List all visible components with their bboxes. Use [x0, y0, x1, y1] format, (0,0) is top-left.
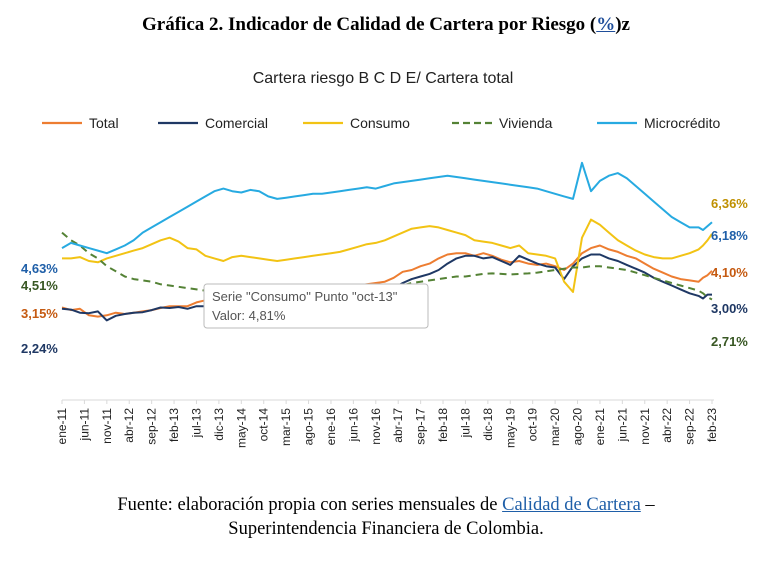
x-tick-label: nov-21 — [638, 408, 652, 445]
x-tick-label: may-19 — [503, 408, 517, 448]
end-label-comercial: 3,00% — [711, 301, 748, 316]
footer-link[interactable]: Calidad de Cartera — [502, 495, 641, 515]
x-tick-label: ene-11 — [55, 408, 69, 445]
x-tick-label: dic-18 — [481, 408, 495, 441]
end-label-vivienda: 2,71% — [711, 334, 748, 349]
chart-legend: Total Comercial Consumo Vivienda Microcrédit… — [42, 115, 720, 131]
x-tick-label: abr-12 — [122, 408, 136, 443]
source-footer: Fuente: elaboración propia con series me… — [0, 493, 772, 541]
tooltip: Serie "Consumo" Punto "oct-13" Valor: 4,… — [203, 283, 429, 329]
start-label-microcredito: 4,63% — [21, 261, 58, 276]
legend-label-vivienda: Vivienda — [499, 115, 553, 131]
x-tick-label: jun-16 — [346, 408, 360, 443]
chart-title: Cartera riesgo B C D E/ Cartera total — [253, 70, 514, 87]
end-label-microcredito: 6,18% — [711, 228, 748, 243]
end-label-total: 4,10% — [711, 265, 748, 280]
x-tick-label: abr-17 — [391, 408, 405, 443]
x-tick-label: abr-22 — [660, 408, 674, 443]
series-line-consumo[interactable] — [62, 218, 713, 293]
start-label-comercial: 2,24% — [21, 341, 58, 356]
x-tick-label: sep-17 — [414, 408, 428, 445]
footer-suffix: – — [640, 495, 655, 515]
x-tick-label: feb-23 — [705, 408, 719, 442]
x-tick-label: ago-20 — [571, 408, 585, 446]
x-tick-label: oct-19 — [526, 408, 540, 442]
legend-label-comercial: Comercial — [205, 115, 268, 131]
end-label-consumo: 6,36% — [711, 196, 748, 211]
x-tick-label: ene-16 — [324, 408, 338, 446]
x-tick-label: feb-18 — [436, 408, 450, 442]
legend-label-total: Total — [89, 115, 119, 131]
x-tick-label: mar-15 — [279, 408, 293, 446]
x-tick-label: mar-20 — [548, 408, 562, 446]
legend-label-microcredito: Microcrédito — [644, 115, 720, 131]
tooltip-line1: Serie "Consumo" Punto "oct-13" — [212, 289, 398, 304]
x-tick-label: nov-16 — [369, 408, 383, 445]
x-tick-label: oct-14 — [257, 408, 271, 442]
heading-suffix: )z — [615, 14, 630, 35]
footer-line1: Fuente: elaboración propia con series me… — [0, 493, 772, 517]
heading-link[interactable]: % — [596, 14, 616, 35]
line-chart: Cartera riesgo B C D E/ Cartera total To… — [21, 70, 748, 448]
end-value-labels: 4,63% 4,51% 3,15% 2,24% 6,36% 6,18% 4,10% 3,00%… — [21, 196, 748, 356]
x-tick-label: jul-13 — [189, 408, 203, 439]
series-line-microcredito[interactable] — [61, 161, 713, 255]
x-tick-label: jun-11 — [77, 408, 91, 442]
footer-line2: Superintendencia Financiera de Colombia. — [228, 519, 544, 539]
tooltip-line2: Valor: 4,81% — [212, 308, 286, 323]
x-axis: ene-11 jun-11 nov-11 abr-12 sep-12 feb-13 jul-… — [55, 399, 719, 448]
x-tick-label: ene-21 — [593, 408, 607, 446]
footer-prefix: Fuente: elaboración propia con series me… — [117, 495, 503, 515]
x-tick-label: jul-18 — [458, 408, 472, 439]
x-tick-label: ago-15 — [302, 408, 316, 446]
heading-prefix: Gráfica 2. Indicador de Calidad de Carte… — [142, 14, 597, 35]
chart-heading: Gráfica 2. Indicador de Calidad de Carte… — [0, 14, 772, 36]
x-tick-label: sep-12 — [145, 408, 159, 445]
x-tick-label: jun-21 — [615, 408, 629, 443]
start-label-vivienda: 4,51% — [21, 278, 58, 293]
legend-label-consumo: Consumo — [350, 115, 410, 131]
series-line-total[interactable] — [61, 244, 713, 318]
x-tick-label: dic-13 — [212, 408, 226, 441]
tooltip-box — [203, 283, 429, 329]
x-tick-label: may-14 — [234, 408, 248, 448]
x-tick-label: sep-22 — [683, 408, 697, 445]
x-tick-label: feb-13 — [167, 408, 181, 442]
x-tick-label: nov-11 — [100, 408, 114, 444]
start-label-total: 3,15% — [21, 306, 58, 321]
